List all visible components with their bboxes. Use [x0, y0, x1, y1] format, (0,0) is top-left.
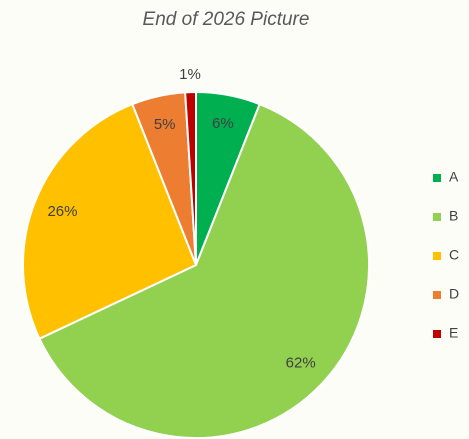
legend-marker — [433, 291, 441, 299]
legend-marker — [433, 252, 441, 260]
pie-slice — [184, 90, 197, 266]
data-label: 6% — [212, 115, 234, 132]
data-label: 26% — [47, 203, 77, 220]
legend-label: C — [449, 247, 459, 263]
legend-label: A — [449, 169, 459, 185]
legend-marker — [433, 330, 441, 338]
legend-label: B — [449, 208, 458, 224]
chart-title: End of 2026 Picture — [143, 9, 310, 30]
legend-label: E — [449, 325, 458, 341]
data-label: 5% — [154, 116, 176, 133]
legend-marker — [433, 213, 441, 221]
pie-slice — [38, 102, 370, 439]
data-label: 1% — [179, 66, 201, 83]
data-label: 62% — [286, 354, 316, 371]
pie-slice — [22, 102, 198, 340]
legend-marker — [433, 174, 441, 182]
legend-label: D — [449, 286, 459, 302]
